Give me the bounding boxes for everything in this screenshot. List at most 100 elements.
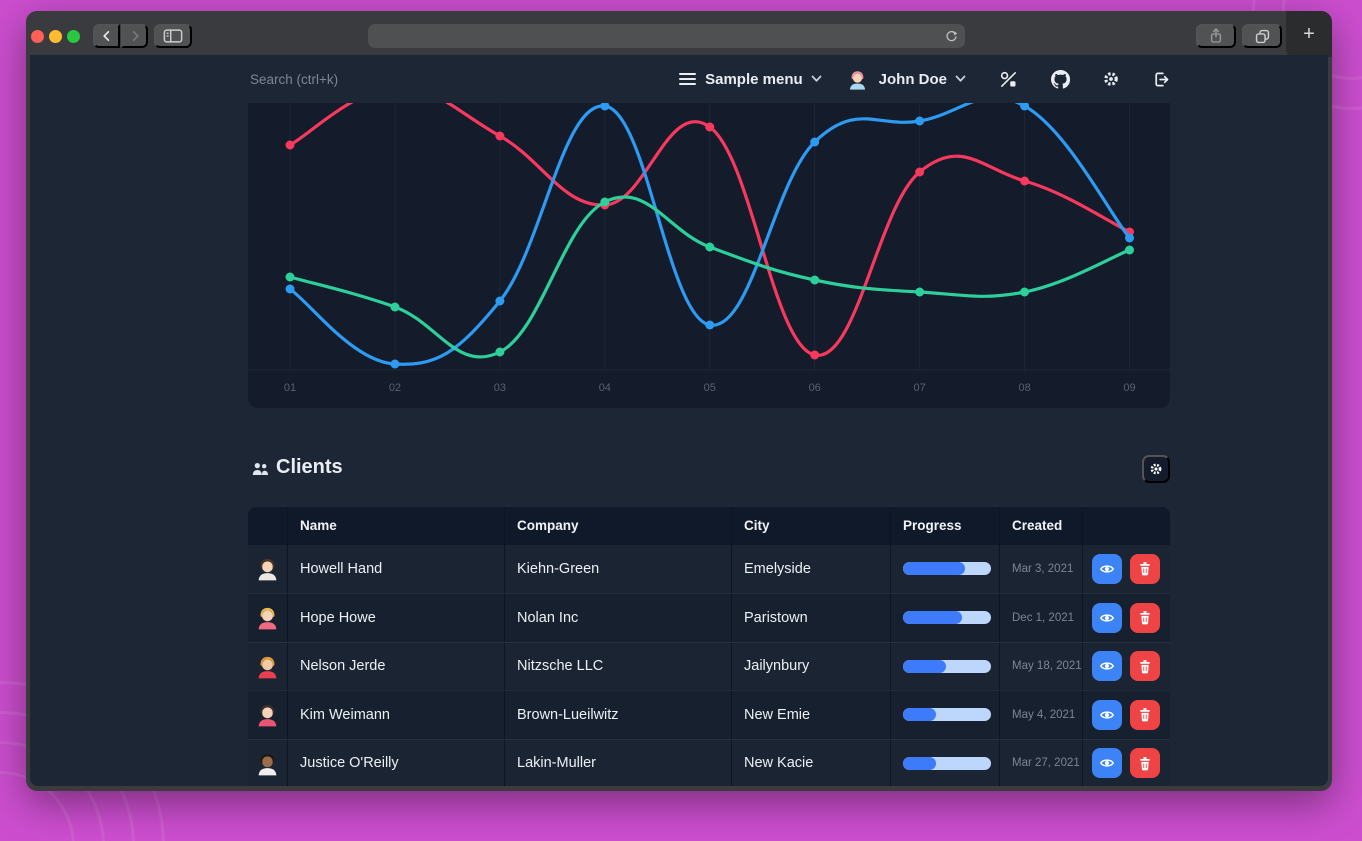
client-city: Emelyside — [732, 544, 891, 593]
client-name: Howell Hand — [288, 544, 505, 593]
sidebar-toggle-button[interactable] — [154, 24, 192, 48]
zoom-window-button[interactable] — [67, 29, 80, 43]
client-created-date: May 18, 2021 — [1000, 642, 1083, 690]
series-green-point — [495, 347, 505, 357]
client-created-date: Mar 3, 2021 — [1000, 544, 1083, 593]
series-blue-point — [495, 296, 505, 306]
series-green-point — [390, 302, 400, 312]
view-client-button[interactable] — [1092, 553, 1122, 584]
client-created-date: Mar 27, 2021 — [1000, 739, 1083, 786]
chevron-down-icon — [811, 75, 822, 82]
client-city: Jailynbury — [732, 642, 891, 690]
app-top-nav: Sample menu John Doe — [30, 55, 1328, 103]
series-blue-point — [1125, 233, 1135, 243]
client-actions-cell — [1083, 545, 1170, 594]
refresh-button[interactable] — [945, 30, 958, 43]
url-bar[interactable] — [368, 24, 965, 48]
tabs-overview-button[interactable] — [1242, 24, 1282, 48]
client-company: Nolan Inc — [505, 594, 732, 642]
series-blue-point — [915, 116, 925, 126]
line-chart[interactable]: 01 02 03 04 05 06 07 08 09 — [248, 103, 1170, 408]
column-header-created: Created — [1000, 507, 1083, 545]
plus-icon: + — [1303, 23, 1315, 45]
close-window-button[interactable] — [30, 29, 44, 43]
series-blue-point — [285, 284, 295, 294]
series-blue-point — [600, 103, 610, 111]
client-progress-cell — [891, 691, 1000, 739]
clients-settings-button[interactable] — [1142, 455, 1170, 483]
delete-client-button[interactable] — [1130, 553, 1160, 584]
forward-button[interactable] — [121, 24, 148, 48]
sidebar-toggle-icon — [163, 29, 183, 43]
series-red-point — [1020, 176, 1030, 186]
x-tick-label: 07 — [914, 382, 926, 394]
client-name: Hope Howe — [288, 594, 505, 642]
view-client-button[interactable] — [1092, 651, 1122, 682]
sample-menu-button[interactable]: Sample menu — [679, 71, 822, 88]
column-header-name: Name — [288, 507, 505, 545]
chevron-down-icon — [955, 75, 966, 82]
series-red-point — [705, 122, 715, 132]
series-green-line — [288, 195, 1132, 359]
trash-icon — [1140, 708, 1150, 722]
theme-auto-icon — [1000, 71, 1016, 87]
column-header-company: Company — [505, 507, 732, 545]
theme-auto-toggle[interactable] — [1000, 71, 1017, 88]
client-name: Kim Weimann — [288, 691, 505, 739]
github-link[interactable] — [1051, 69, 1070, 89]
clients-table: Name Company City Progress Created Howel… — [248, 507, 1170, 786]
logout-button[interactable] — [1153, 71, 1170, 88]
back-button[interactable] — [93, 24, 120, 48]
settings-button[interactable] — [1102, 70, 1120, 88]
series-blue-point — [390, 359, 400, 369]
user-menu-button[interactable]: John Doe — [846, 68, 966, 91]
series-green-point — [600, 197, 610, 207]
minimize-window-button[interactable] — [49, 29, 62, 43]
new-tab-button[interactable]: + — [1286, 11, 1332, 57]
series-blue-line — [288, 103, 1132, 366]
refresh-icon — [946, 30, 958, 41]
table-row: Justice O'Reilly Lakin-Muller New Kacie … — [248, 738, 1170, 786]
series-green-point — [285, 272, 295, 282]
series-green-point — [810, 275, 820, 285]
view-client-button[interactable] — [1092, 699, 1122, 730]
chart-card: 01 02 03 04 05 06 07 08 09 — [248, 103, 1170, 408]
table-row: Nelson Jerde Nitzsche LLC Jailynbury May… — [248, 641, 1170, 690]
table-row: Kim Weimann Brown-Lueilwitz New Emie May… — [248, 690, 1170, 739]
delete-client-button[interactable] — [1130, 748, 1160, 779]
progress-bar — [903, 659, 991, 673]
share-button[interactable] — [1196, 24, 1236, 48]
client-city: Paristown — [732, 594, 891, 642]
table-header-row: Name Company City Progress Created — [248, 507, 1170, 545]
url-input[interactable] — [368, 29, 945, 43]
search-input[interactable] — [250, 67, 490, 91]
header-actions-column — [1083, 507, 1170, 545]
trash-icon — [1140, 659, 1150, 674]
settings-gear-icon — [1150, 463, 1162, 475]
client-progress-cell — [891, 594, 1000, 642]
browser-toolbar: + — [26, 11, 1332, 57]
client-avatar — [258, 656, 277, 679]
series-red-point — [810, 350, 820, 360]
clients-title: Clients — [276, 456, 343, 478]
share-icon — [1210, 28, 1222, 43]
view-client-button[interactable] — [1092, 602, 1122, 633]
view-client-button[interactable] — [1092, 748, 1122, 779]
tabs-overview-icon — [1255, 29, 1269, 43]
github-icon — [1051, 69, 1070, 89]
clients-section-header: Clients — [248, 453, 1170, 485]
hamburger-menu-icon — [679, 73, 697, 85]
x-tick-label: 04 — [599, 382, 611, 394]
series-blue-point — [810, 137, 820, 147]
delete-client-button[interactable] — [1130, 699, 1160, 730]
delete-client-button[interactable] — [1130, 602, 1160, 633]
client-company: Kiehn-Green — [505, 544, 732, 593]
x-tick-label: 05 — [704, 382, 716, 394]
delete-client-button[interactable] — [1130, 651, 1160, 682]
series-green-point — [915, 287, 925, 297]
progress-bar-fill — [903, 611, 962, 625]
eye-icon — [1099, 759, 1115, 767]
x-tick-label: 06 — [809, 382, 821, 394]
sample-menu-label: Sample menu — [705, 70, 803, 88]
x-tick-label: 08 — [1018, 382, 1030, 394]
